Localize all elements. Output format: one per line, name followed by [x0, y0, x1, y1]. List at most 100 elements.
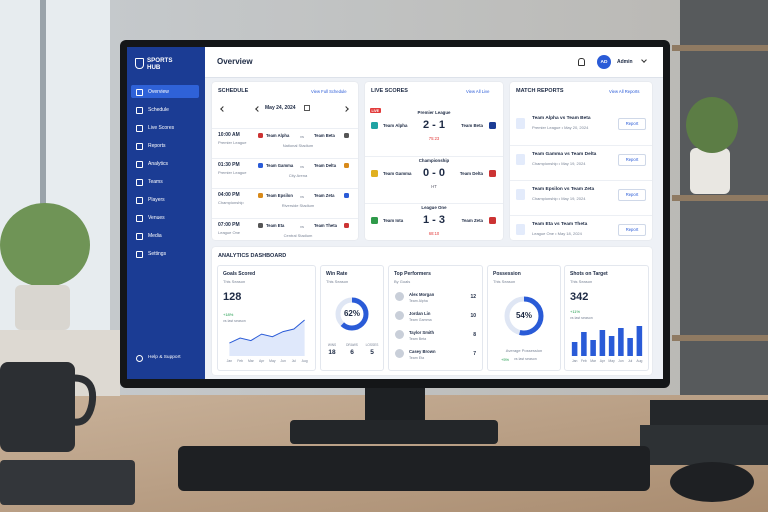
- live-badge: LIVE: [370, 108, 381, 113]
- nav-label: Reports: [148, 142, 166, 149]
- stat-subtitle: This Season: [570, 279, 593, 284]
- match-row: 04:00 PM Championship Team Epsilon vs Team Z…: [212, 188, 358, 217]
- doc-icon: [516, 118, 525, 129]
- report-meta: League One • May 18, 2024: [532, 231, 582, 236]
- stat-note: vs last season: [570, 316, 593, 320]
- nav-item[interactable]: Teams: [131, 175, 199, 188]
- card-link[interactable]: View Full Schedule: [311, 89, 347, 94]
- nav-label: Media: [148, 232, 162, 239]
- avatar[interactable]: AD: [597, 55, 611, 69]
- icon: [344, 163, 349, 168]
- month-label: Jan: [226, 359, 233, 363]
- month-label: Jun: [280, 359, 286, 363]
- shelf: [672, 335, 768, 341]
- player-team: Team Gamma: [409, 318, 432, 322]
- match-status: HT: [431, 184, 437, 189]
- month-label: Jul: [627, 359, 633, 363]
- card-link[interactable]: View All Reports: [609, 89, 640, 94]
- card-title: LIVE SCORES: [371, 88, 408, 94]
- nav-item[interactable]: Venues: [131, 211, 199, 224]
- report-row: Team Epsilon vs Team Zeta Championship • …: [510, 180, 652, 214]
- help-label: Help & Support: [148, 354, 181, 360]
- report-button[interactable]: Report: [618, 154, 646, 166]
- help-link[interactable]: Help & Support: [131, 351, 199, 364]
- plant-pot: [690, 148, 730, 194]
- chart: [571, 326, 643, 356]
- stat-title: Shots on Target: [570, 271, 608, 277]
- arrow[interactable]: [343, 106, 349, 112]
- report-button[interactable]: Report: [618, 189, 646, 201]
- donut-arc: [335, 297, 369, 331]
- nav-item[interactable]: Schedule: [131, 103, 199, 116]
- panel-title: ANALYTICS DASHBOARD: [218, 253, 287, 259]
- nav-item[interactable]: Reports: [131, 139, 199, 152]
- home-team: Team Iota: [383, 218, 404, 223]
- player-name: Alex Morgan: [409, 292, 435, 297]
- report-meta: Premier League • May 20, 2024: [532, 125, 589, 130]
- nav-item[interactable]: Media: [131, 229, 199, 242]
- stat-card: Shots on Target This Season 342 +11% vs last…: [564, 265, 649, 371]
- match-row: 10:00 AM Premier League Team Alpha vs Team B…: [212, 128, 358, 157]
- bar: [608, 336, 615, 356]
- screen: SPORTS HUB Overview Schedule Live Scores Repo…: [127, 47, 663, 379]
- card-link[interactable]: View All Live: [466, 89, 490, 94]
- stat-card: Top Performers By Goals Alex Morgan Team Al…: [388, 265, 483, 371]
- stat-card: Possession This Season 54% Average Possessi…: [487, 265, 561, 371]
- report-title: Team Gamma vs Team Delta: [532, 152, 597, 157]
- report-button[interactable]: Report: [618, 118, 646, 130]
- header: Overview AD Admin: [205, 47, 663, 78]
- shelf: [672, 195, 768, 201]
- bell-icon[interactable]: [578, 58, 585, 66]
- month-label: Feb: [237, 359, 244, 363]
- arrow[interactable]: [255, 106, 261, 112]
- nav-item[interactable]: Analytics: [131, 157, 199, 170]
- report-title: Team Alpha vs Team Beta: [532, 116, 591, 121]
- icon: [371, 217, 378, 224]
- reports-card: MATCH REPORTS View All Reports Team Alpha …: [510, 82, 652, 240]
- report-meta: Championship • May 19, 2024: [532, 196, 586, 201]
- report-button[interactable]: Report: [618, 224, 646, 236]
- match-time: 01:30 PM: [218, 162, 240, 168]
- bar: [618, 328, 624, 356]
- plant-pot: [15, 285, 70, 330]
- player-goals: 12: [470, 294, 476, 300]
- stat-subtitle: This Season: [223, 279, 246, 284]
- player-goals: 10: [470, 313, 476, 319]
- month-label: May: [608, 359, 615, 363]
- report-row: Team Alpha vs Team Beta Premier League • …: [510, 110, 652, 143]
- nav-item[interactable]: Settings: [131, 247, 199, 260]
- avatar-text: AD: [600, 59, 608, 65]
- nav-item[interactable]: Players: [131, 193, 199, 206]
- vs: vs: [300, 134, 304, 139]
- nav-item[interactable]: Live Scores: [131, 121, 199, 134]
- nav-item[interactable]: Overview: [131, 85, 199, 98]
- brand-text: HUB: [147, 64, 161, 71]
- arrow[interactable]: [220, 106, 226, 112]
- stat-value: 128: [223, 291, 242, 303]
- nav-icon: [136, 215, 143, 222]
- card-title: SCHEDULE: [218, 88, 249, 94]
- report-title: Team Eta vs Team Theta: [532, 222, 588, 227]
- nav-icon: [136, 161, 143, 168]
- venue: City Arena: [288, 173, 308, 178]
- window-frame: [40, 0, 46, 330]
- nav-label: Analytics: [148, 160, 169, 167]
- player-name: Jordan Lin: [409, 311, 431, 316]
- stat-label: DRAWS: [346, 343, 358, 347]
- month-label: Jul: [291, 359, 297, 363]
- month-label: Apr: [258, 359, 265, 363]
- icon: [258, 223, 263, 228]
- away-team: Team Beta: [314, 133, 335, 138]
- score-row: Premier League Team Alpha 2 - 1 Team Beta 75…: [365, 109, 503, 153]
- icon: [344, 133, 349, 138]
- bar: [590, 340, 596, 356]
- chart: [504, 296, 544, 336]
- stat-title: Possession: [493, 271, 521, 277]
- keyboard: [178, 446, 650, 491]
- brand-text: SPORTS: [147, 57, 173, 64]
- nav-label: Overview: [148, 88, 169, 95]
- score: 0 - 0: [422, 167, 445, 179]
- match-time: 04:00 PM: [218, 192, 240, 198]
- mouse: [670, 462, 754, 502]
- stat-change: +18%: [223, 312, 234, 317]
